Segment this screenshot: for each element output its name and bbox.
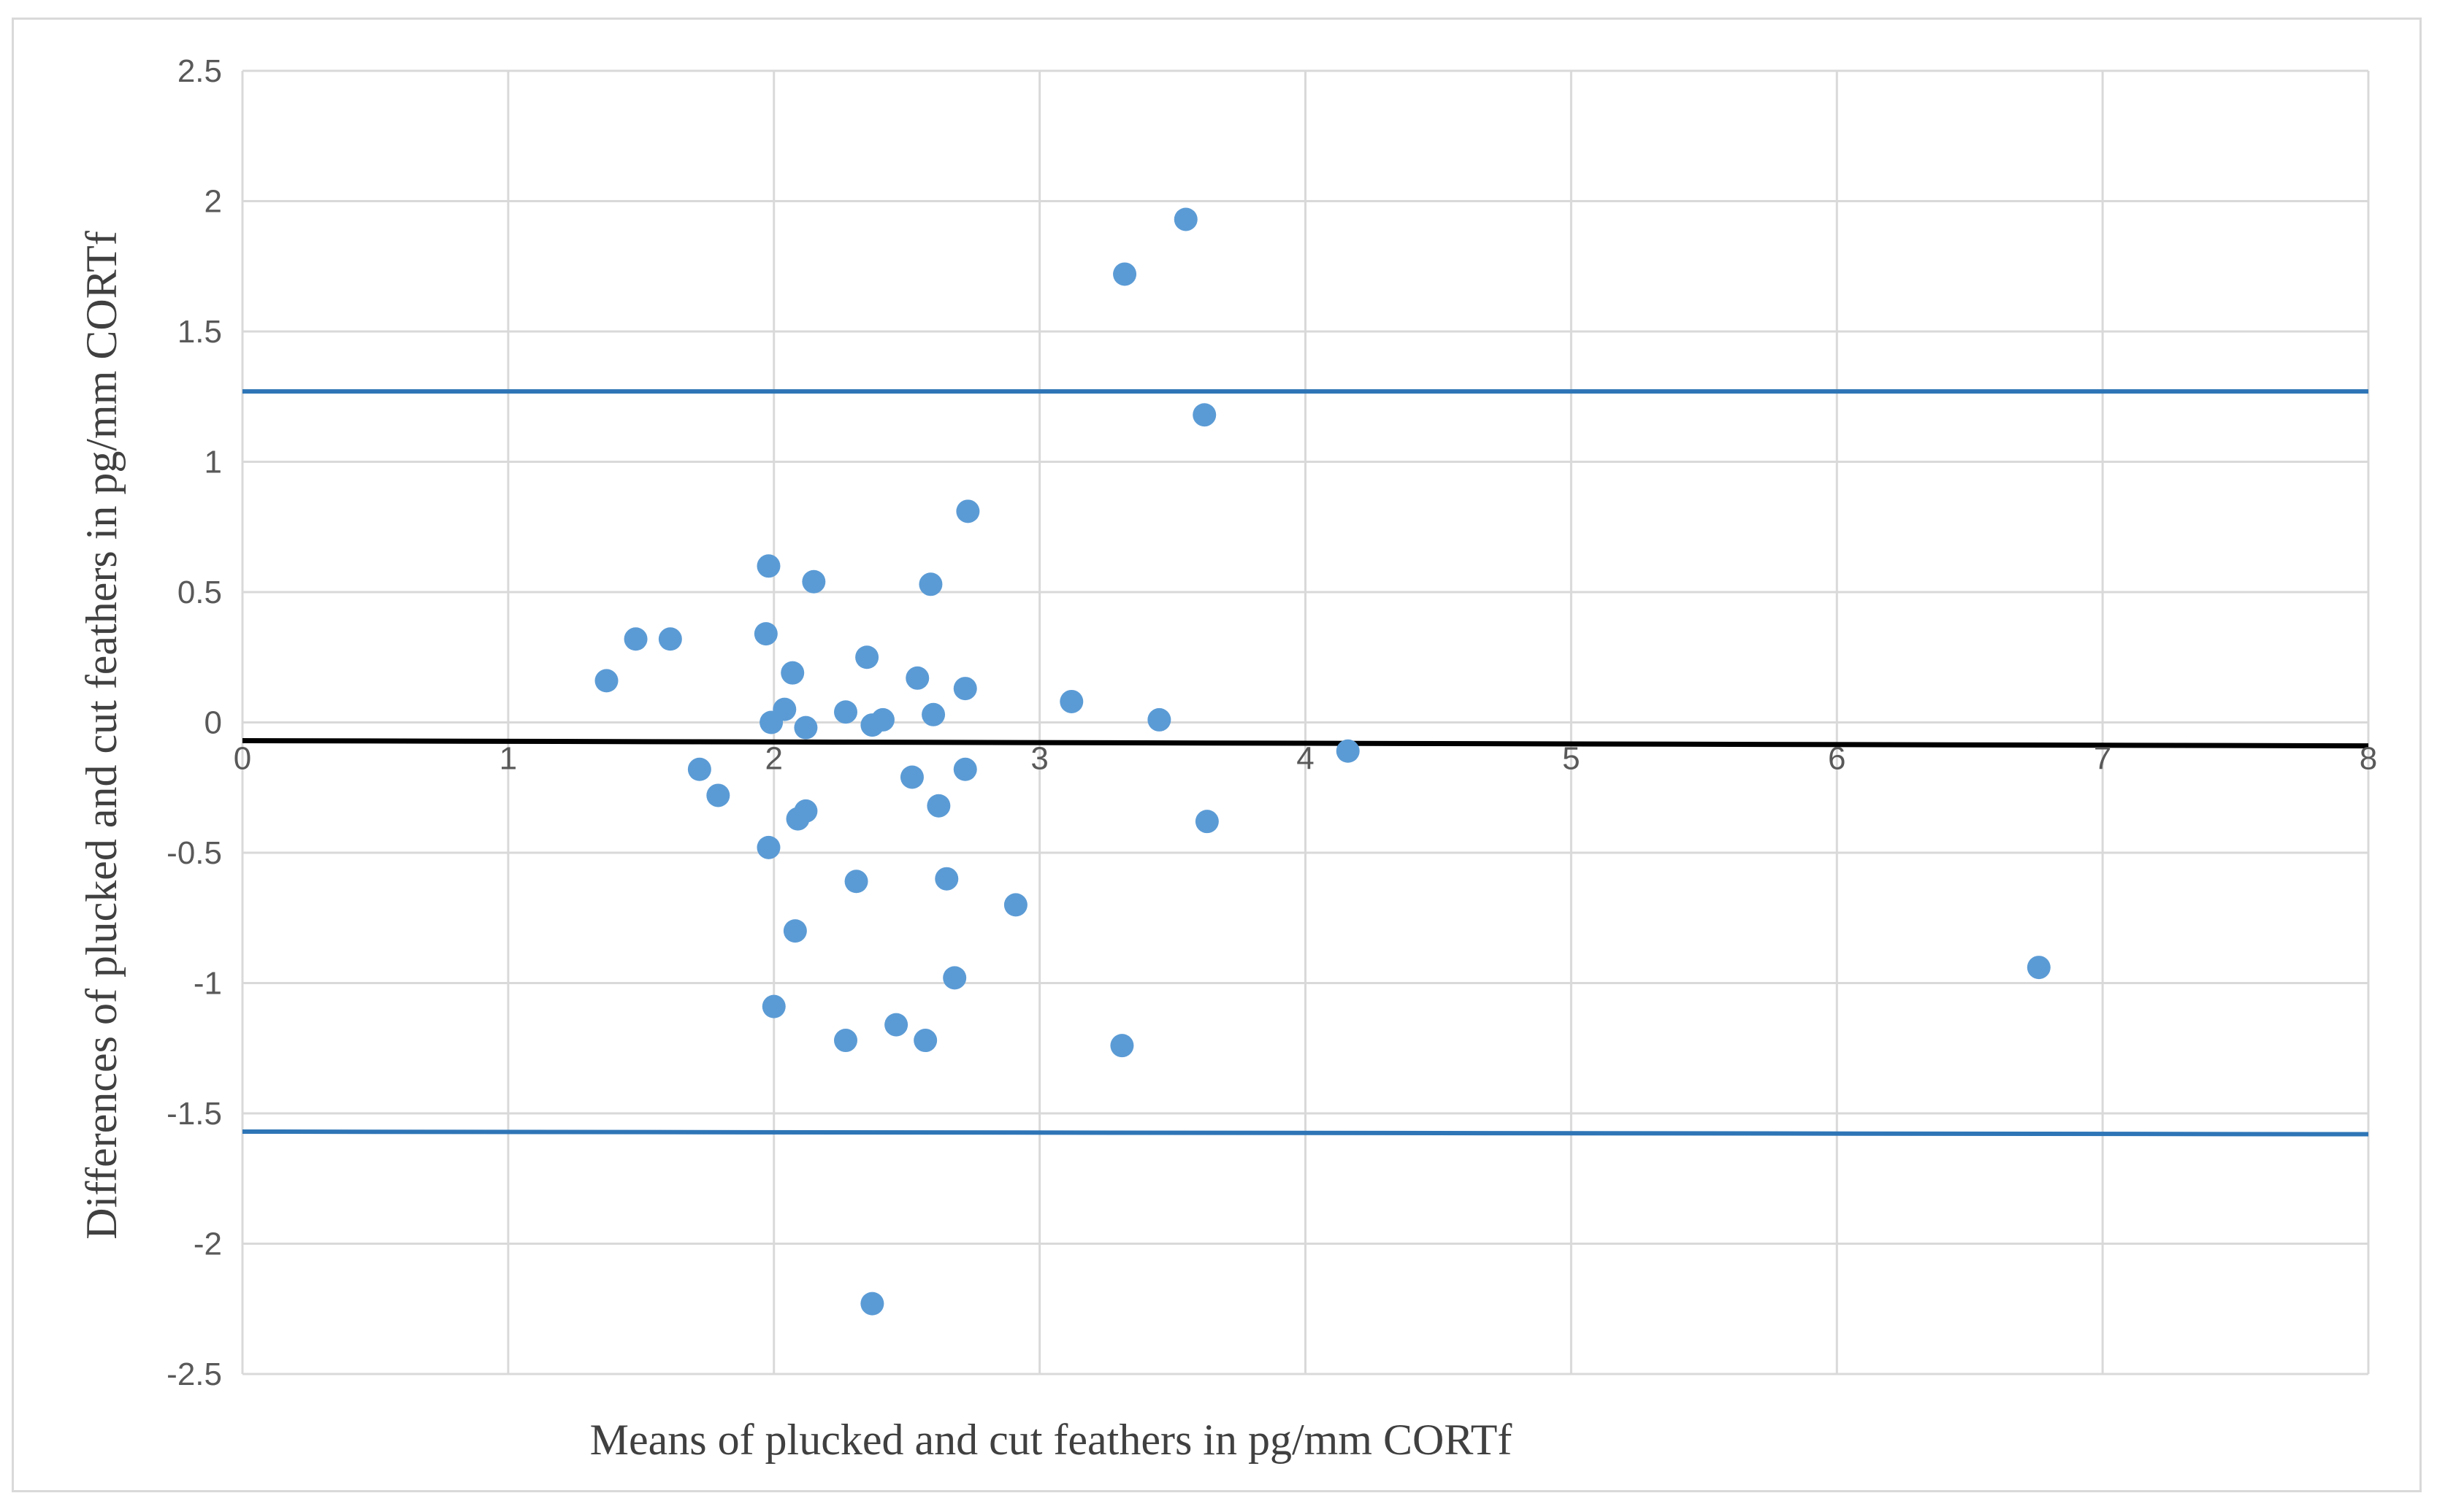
- y-tick-label: -1: [194, 966, 222, 1002]
- x-tick-label: 4: [1296, 741, 1314, 777]
- tick-labels: 2.5 2 1.5 1 0.5 0 -0.5 -1 -1.5 -2 -2.5 0 1 2 3 4 5 6 7 8: [167, 53, 2377, 1392]
- data-point: [794, 799, 818, 823]
- data-point: [855, 645, 879, 669]
- y-tick-label: 2.5: [177, 53, 222, 89]
- data-point: [706, 783, 730, 807]
- scatter-plot: 2.5 2 1.5 1 0.5 0 -0.5 -1 -1.5 -2 -2.5 0 1 2 3 4 5 6 7 8 Me…: [77, 53, 2377, 1464]
- data-point: [1174, 207, 1198, 231]
- data-point: [1003, 893, 1028, 917]
- data-point: [1110, 1034, 1134, 1058]
- x-tick-label: 5: [1562, 741, 1580, 777]
- x-tick-label: 8: [2360, 741, 2377, 777]
- y-tick-label: -2: [194, 1227, 222, 1262]
- data-point: [2027, 956, 2051, 980]
- data-point: [1336, 739, 1360, 763]
- data-point: [833, 700, 857, 724]
- data-point: [906, 666, 930, 690]
- data-point: [953, 677, 977, 701]
- data-point: [956, 499, 980, 523]
- y-tick-label: 1: [204, 445, 222, 480]
- data-point: [687, 757, 711, 781]
- data-point: [871, 707, 895, 732]
- x-tick-label: 1: [500, 741, 517, 777]
- reference-lines: [242, 389, 2369, 1137]
- data-point: [919, 572, 943, 596]
- data-point: [1113, 262, 1137, 286]
- data-point: [953, 757, 977, 781]
- mean-difference-line: [242, 737, 2369, 749]
- x-tick-label: 2: [765, 741, 783, 777]
- data-point: [943, 966, 967, 990]
- data-point: [900, 765, 924, 789]
- data-point: [757, 554, 781, 578]
- y-tick-label: 0.5: [177, 575, 222, 610]
- data-point: [794, 715, 818, 740]
- data-point: [762, 994, 786, 1018]
- data-point: [1060, 689, 1084, 713]
- data-point: [884, 1013, 908, 1037]
- y-tick-label: -0.5: [167, 835, 222, 871]
- y-tick-label: -1.5: [167, 1096, 222, 1132]
- data-point: [922, 702, 946, 726]
- data-point: [833, 1029, 857, 1053]
- lower-limit-line: [242, 1129, 2369, 1137]
- chart-frame: 2.5 2 1.5 1 0.5 0 -0.5 -1 -1.5 -2 -2.5 0 1 2 3 4 5 6 7 8 Me…: [12, 18, 2422, 1492]
- data-point: [781, 661, 805, 685]
- data-points: [594, 207, 2051, 1316]
- x-axis-title: Means of plucked and cut feathers in pg/…: [590, 1416, 1512, 1464]
- data-point: [658, 627, 682, 651]
- y-tick-label: -2.5: [167, 1356, 222, 1392]
- data-point: [802, 569, 826, 594]
- y-tick-label: 1.5: [177, 314, 222, 350]
- data-point: [844, 870, 868, 894]
- data-point: [860, 1292, 884, 1316]
- data-point: [624, 627, 648, 651]
- x-tick-label: 7: [2094, 741, 2111, 777]
- data-point: [754, 622, 778, 646]
- data-point: [935, 867, 959, 891]
- x-tick-label: 6: [1828, 741, 1845, 777]
- grid-lines: [241, 69, 2370, 1375]
- data-point: [773, 697, 797, 721]
- data-point: [1147, 707, 1171, 732]
- data-point: [594, 669, 619, 693]
- data-point: [927, 794, 951, 818]
- data-point: [1193, 403, 1217, 427]
- data-point: [1195, 810, 1219, 834]
- data-point: [914, 1029, 938, 1053]
- y-tick-label: 2: [204, 184, 222, 220]
- data-point: [783, 919, 807, 943]
- y-tick-label: 0: [204, 705, 222, 741]
- x-tick-label: 3: [1030, 741, 1048, 777]
- x-tick-label: 0: [234, 741, 251, 777]
- data-point: [757, 835, 781, 859]
- y-axis-title: Differences of plucked and cut feathers …: [77, 231, 126, 1240]
